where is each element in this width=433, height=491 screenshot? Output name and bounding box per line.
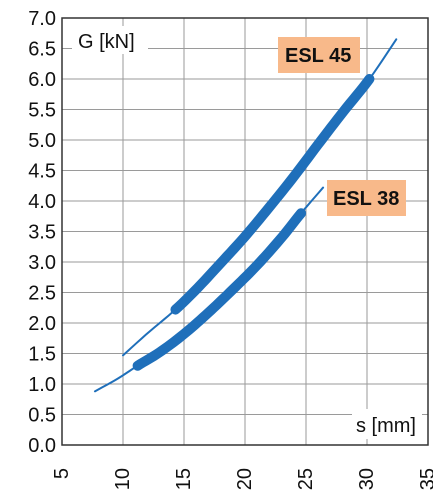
series-line-thick-0 [170,74,375,315]
y-tick-label: 3.0 [28,252,56,274]
x-tick-label: 10 [112,468,134,490]
y-tick-label: 4.0 [28,191,56,213]
y-tick-label: 5.5 [28,100,56,122]
x-tick-label: 15 [173,468,195,490]
y-tick-label: 1.5 [28,344,56,366]
x-tick-label: 35 [417,468,433,490]
y-tick-label: 6.0 [28,69,56,91]
series-label-esl45-text: ESL 45 [285,45,351,67]
y-axis-label: G [kN] [78,31,135,53]
x-tick-label: 30 [356,468,378,490]
series-label-esl45: ESL 45 [278,37,360,73]
y-tick-label: 2.5 [28,283,56,305]
x-tick-label: 25 [295,468,317,490]
y-tick-label: 0.5 [28,405,56,427]
y-tick-label: 5.0 [28,130,56,152]
y-tick-label: 2.0 [28,313,56,335]
series-lines [93,38,398,393]
y-tick-label: 4.5 [28,161,56,183]
x-tick-label: 20 [234,468,256,490]
y-tick-label: 7.0 [28,8,56,30]
series-label-esl38: ESL 38 [327,180,406,216]
y-tick-labels: 0.0 0.5 1.0 1.5 2.0 2.5 3.0 3.5 4.0 4.5 5.0 5.5 6.0 6… [28,8,56,457]
series-line-thick-1 [132,208,307,371]
x-axis-label-bg [352,409,422,439]
y-axis-label-bg [72,26,148,54]
plot-frame [61,17,429,446]
y-tick-label: 1.0 [28,374,56,396]
y-tick-label: 6.5 [28,39,56,61]
gridlines [62,18,428,445]
x-axis-label: s [mm] [356,415,416,437]
y-tick-label: 0.0 [28,435,56,457]
x-tick-labels: 5 10 15 20 25 30 35 [51,468,433,490]
x-tick-label: 5 [51,468,73,479]
y-tick-label: 3.5 [28,222,56,244]
series-label-esl38-text: ESL 38 [333,188,399,210]
series-label-esl45-bg [278,37,360,73]
series-label-esl38-bg [327,180,406,216]
